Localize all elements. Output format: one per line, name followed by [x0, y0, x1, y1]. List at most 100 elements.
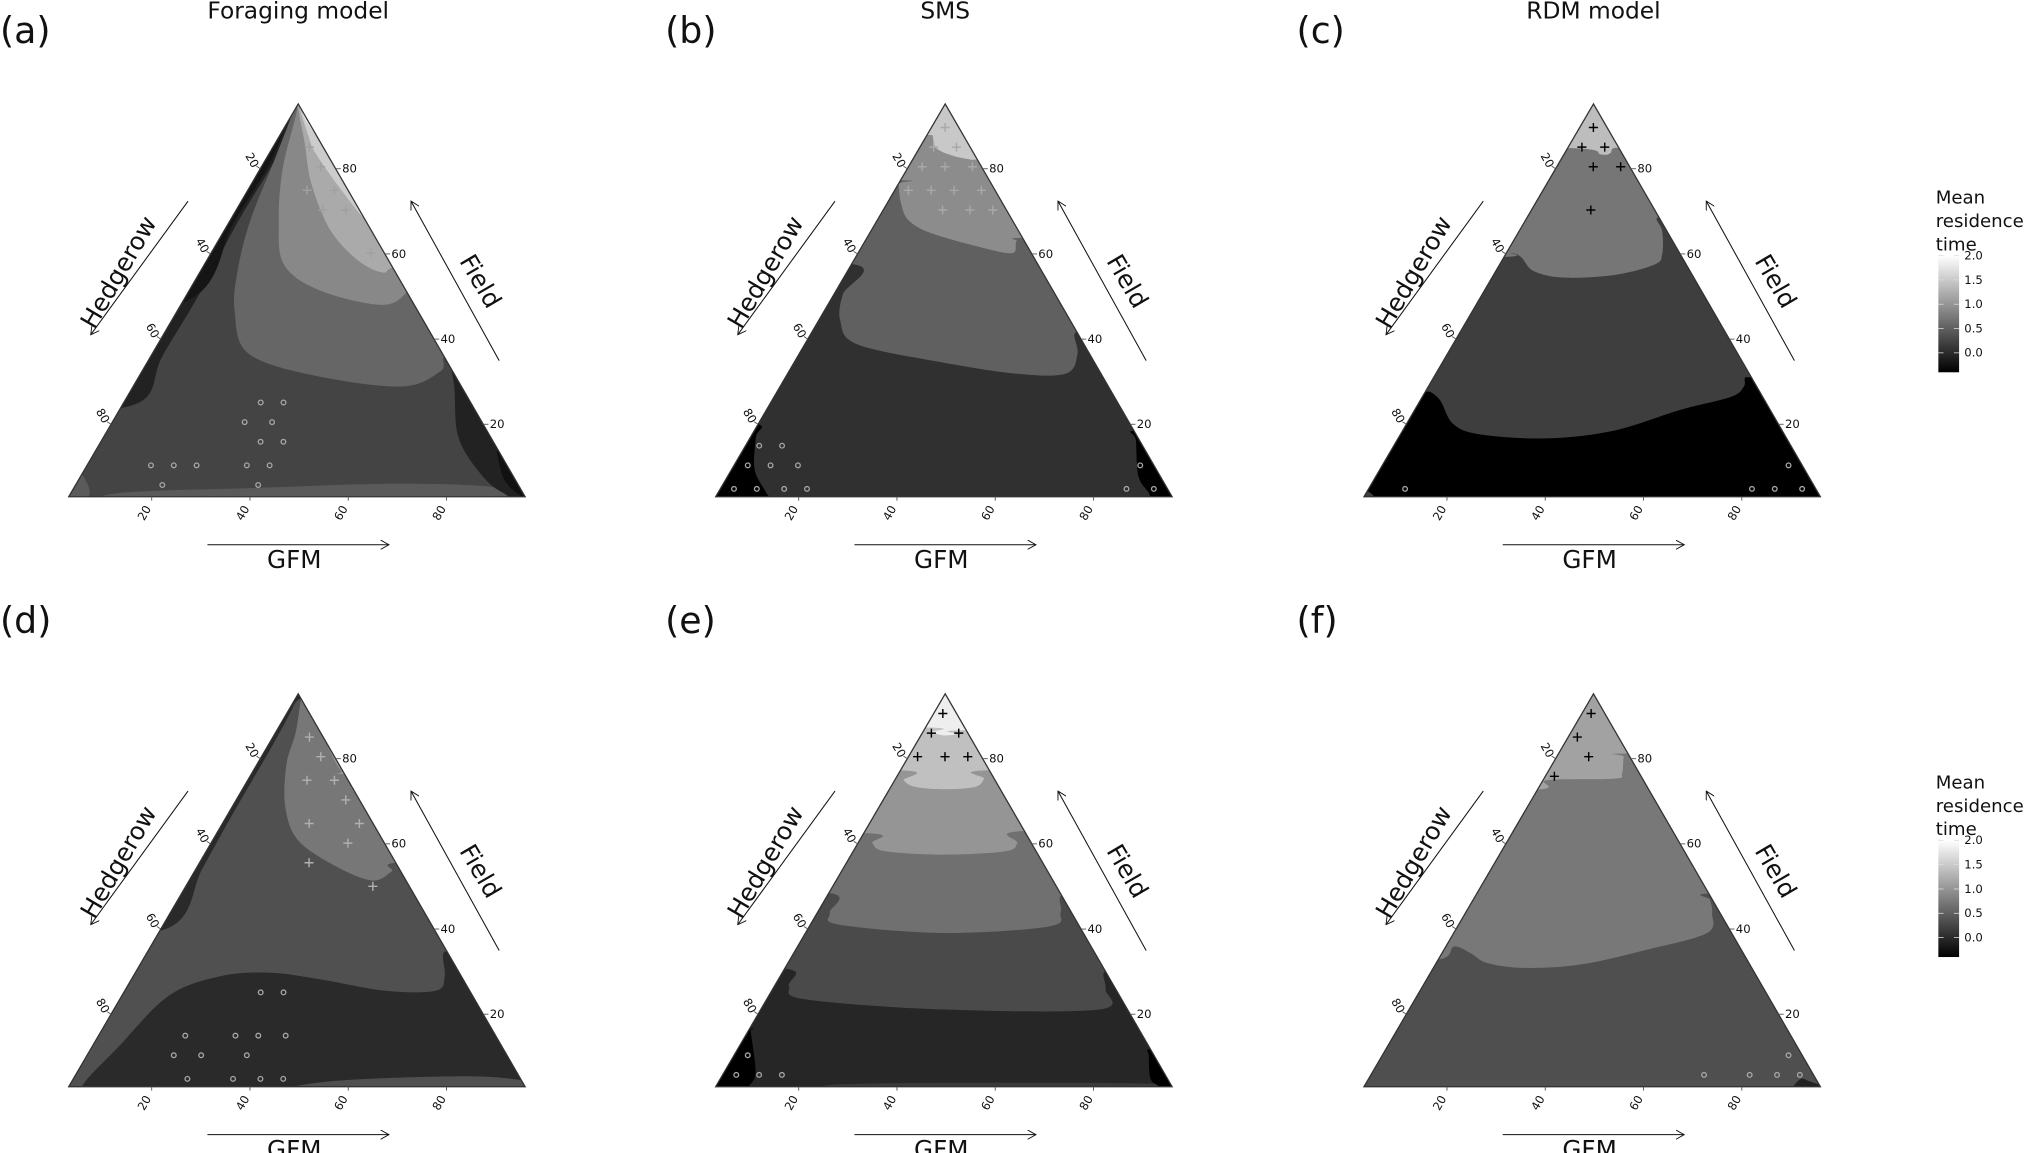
gfm-tick-label: 80 — [1725, 1093, 1745, 1113]
field-tick-label: 80 — [342, 752, 357, 766]
hedgerow-arrow — [738, 200, 836, 335]
field-tick-label: 20 — [490, 417, 505, 431]
circle-marker — [1785, 1052, 1792, 1059]
field-axis-title: Field — [1101, 249, 1155, 313]
ternary-panel-e: (e) 20 20 20 40 40 40 60 60 60 80 80 80 Hedgerow Field… — [665, 599, 1174, 1153]
contour-band — [1363, 103, 1821, 155]
circle-marker — [779, 442, 786, 449]
left-tick — [753, 421, 759, 425]
triangle-outline — [714, 692, 1174, 1088]
hedgerow-axis-title: Hedgerow — [74, 801, 162, 923]
gfm-tick-label: 80 — [1076, 1093, 1096, 1113]
ternary-panel-b: (b) SMS 20 20 20 40 40 40 60 60 60 80 80 80 Hedgerow Fi… — [665, 0, 1174, 574]
ternary-plot: 20 20 20 40 40 40 60 60 60 80 80 80 Hedgerow Field GFM — [714, 692, 1174, 1153]
hedgerow-tick-label: 80 — [1388, 996, 1408, 1016]
plus-marker — [913, 752, 923, 762]
plus-marker — [318, 205, 328, 215]
plus-marker — [343, 838, 353, 848]
panel-label: (e) — [665, 599, 716, 642]
ternary-panel-c: (c) RDM model 20 20 20 40 40 40 60 60 60 80 80 80 Hedg… — [1297, 0, 1822, 574]
left-tick — [106, 1011, 112, 1015]
plus-marker — [1600, 142, 1610, 152]
legend-title-line: Mean — [1936, 188, 1985, 209]
plus-marker — [967, 162, 977, 172]
field-tick-label: 80 — [989, 752, 1004, 766]
colorbar-tick-label: 0.5 — [1964, 906, 1983, 920]
ternary-plot: 20 20 20 40 40 40 60 60 60 80 80 80 Hedgerow Field GFM — [714, 102, 1174, 574]
gfm-tick-label: 60 — [978, 1093, 998, 1113]
hedgerow-tick-label: 20 — [889, 150, 909, 170]
circle-marker — [269, 419, 276, 426]
contour-band — [78, 941, 526, 1087]
circle-marker — [280, 399, 287, 406]
colorbar-tick-label: 0.0 — [1964, 930, 1983, 944]
circle-marker — [230, 1075, 237, 1082]
field-arrow — [1706, 791, 1795, 951]
contour-band — [816, 1082, 1173, 1087]
plus-marker — [302, 185, 312, 195]
left-tick — [106, 421, 112, 425]
gfm-tick-label: 20 — [782, 503, 802, 523]
left-tick — [853, 840, 858, 845]
triangle-outline — [1362, 692, 1822, 1088]
hedgerow-tick-label: 80 — [740, 406, 760, 426]
gfm-axis-title: GFM — [267, 545, 322, 574]
ternary-plot: 20 20 20 40 40 40 60 60 60 80 80 80 Hedgerow Field GFM — [1362, 102, 1822, 574]
plus-marker — [366, 248, 376, 258]
gfm-axis-title: GFM — [1562, 1135, 1617, 1153]
legend-title-line: residence — [1936, 211, 2024, 232]
plus-marker — [1577, 142, 1587, 152]
gfm-tick-label: 20 — [135, 1093, 155, 1113]
plus-marker — [940, 122, 950, 133]
plus-marker — [316, 162, 326, 172]
plus-marker — [329, 775, 339, 785]
plus-marker — [304, 818, 314, 829]
left-tick — [156, 336, 162, 340]
field-tick-label: 60 — [391, 247, 406, 261]
gfm-tick-label: 20 — [135, 503, 155, 523]
panel-label: (c) — [1297, 9, 1345, 52]
field-tick-label: 80 — [1637, 162, 1652, 176]
plus-marker — [1588, 162, 1598, 172]
plus-marker — [926, 728, 936, 738]
circle-marker — [1799, 485, 1806, 492]
circle-marker — [182, 1032, 189, 1039]
gfm-tick-label: 60 — [331, 1093, 351, 1113]
panel-label: (f) — [1297, 599, 1338, 642]
circle-marker — [282, 1032, 289, 1039]
field-axis-title: Field — [454, 249, 508, 313]
gfm-tick-label: 80 — [1076, 503, 1096, 523]
left-tick — [1551, 755, 1556, 760]
plus-marker — [988, 205, 998, 215]
ternary-plot: 20 20 20 40 40 40 60 60 60 80 80 80 Hedgerow Field GFM — [67, 102, 527, 574]
field-arrow — [411, 791, 500, 951]
circle-marker — [1123, 485, 1130, 492]
colorbar-tick-label: 0.5 — [1964, 321, 1983, 335]
circle-marker — [744, 1052, 751, 1059]
plus-marker — [940, 752, 950, 762]
contour-band — [715, 103, 1173, 165]
gfm-axis-title: GFM — [914, 1135, 969, 1153]
left-tick — [903, 165, 908, 170]
left-tick — [803, 926, 809, 930]
plus-marker — [1588, 122, 1598, 133]
hedgerow-tick-label: 60 — [143, 321, 163, 341]
circle-marker — [198, 1052, 205, 1059]
field-tick-label: 40 — [1736, 332, 1751, 346]
circle-marker — [804, 485, 810, 492]
field-axis-title: Field — [1749, 839, 1803, 903]
plus-marker — [1586, 708, 1596, 719]
field-tick-label: 80 — [1637, 752, 1652, 766]
gfm-tick-label: 20 — [782, 1093, 802, 1113]
field-tick-label: 40 — [1088, 922, 1103, 936]
plus-marker — [368, 881, 378, 891]
plus-marker — [926, 185, 936, 195]
field-tick-label: 20 — [490, 1007, 505, 1021]
circle-marker — [767, 462, 774, 469]
circle-marker — [280, 989, 287, 996]
plus-marker — [304, 858, 314, 868]
hedgerow-tick-label: 40 — [840, 236, 860, 256]
plus-marker — [304, 142, 315, 152]
left-tick — [1501, 250, 1507, 255]
triangle-outline — [1362, 102, 1822, 498]
